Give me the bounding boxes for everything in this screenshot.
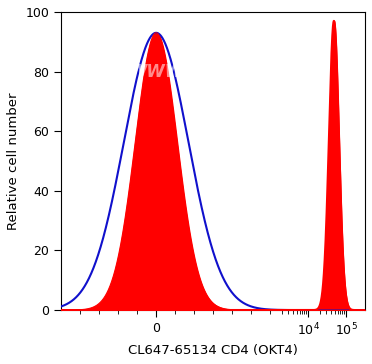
Text: WWW.PTGLAB.COM: WWW.PTGLAB.COM [128, 63, 311, 80]
Y-axis label: Relative cell number: Relative cell number [7, 92, 20, 230]
X-axis label: CL647-65134 CD4 (OKT4): CL647-65134 CD4 (OKT4) [128, 344, 298, 357]
